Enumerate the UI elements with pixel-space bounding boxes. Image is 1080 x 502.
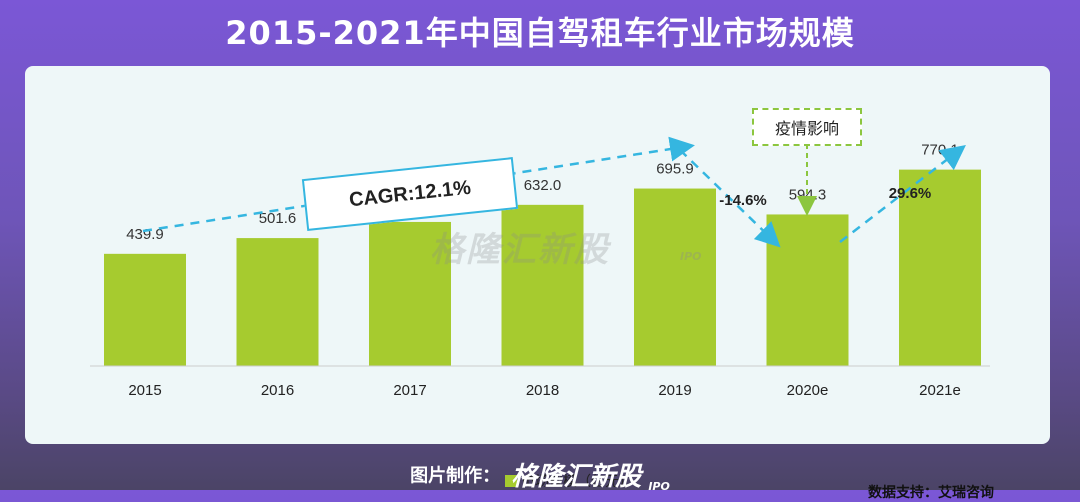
x-tick-2016: 2016 [261,382,294,399]
footer-brand-logo: 格隆汇新股 [511,462,642,492]
bar-2015 [104,253,186,366]
bar-2020e [766,214,849,366]
bar-2021e [899,169,981,366]
bar-2016 [236,238,319,366]
value-label-2021e: 770.1 [921,142,959,159]
value-label-2019: 695.9 [656,161,694,178]
x-tick-2020e: 2020e [787,382,829,399]
legend-swatch [505,475,517,487]
page-title: 2015-2021年中国自驾租车行业市场规模 [225,14,855,52]
footer-credit-label: 图片制作： [410,465,501,487]
growth-trend-arrow [839,144,966,243]
bar-2019 [634,188,716,366]
footer-brand-ipo: IPO [648,480,670,493]
x-tick-2018: 2018 [526,382,559,399]
footer-credit: 图片制作： 格隆汇新股 IPO [0,456,1080,493]
decline-trend-arrow [679,149,781,248]
value-label-2016: 501.6 [259,210,297,227]
watermark-ipo: IPO [680,250,702,263]
legend-label: 市场规模（亿元） [521,474,633,490]
bar-chart: 439.92015501.62016564.92017632.02018695.… [90,136,990,399]
chart-card: 439.92015501.62016564.92017632.02018695.… [25,66,1050,501]
bar-2018 [501,204,584,366]
chart-legend: 市场规模（亿元） [505,471,633,491]
growth-annotation: 29.6% [889,185,932,202]
bar-2017 [369,221,451,366]
covid-impact-annotation: 疫情影响 [752,108,862,146]
x-tick-2021e: 2021e [919,382,961,399]
x-tick-2019: 2019 [658,382,691,399]
x-tick-2017: 2017 [393,382,426,399]
value-label-2015: 439.9 [126,226,164,243]
value-label-2018: 632.0 [524,177,562,194]
decline-annotation: -14.6% [719,192,767,209]
x-tick-2015: 2015 [128,382,161,399]
watermark-logo: 格隆汇新股 [430,230,610,270]
